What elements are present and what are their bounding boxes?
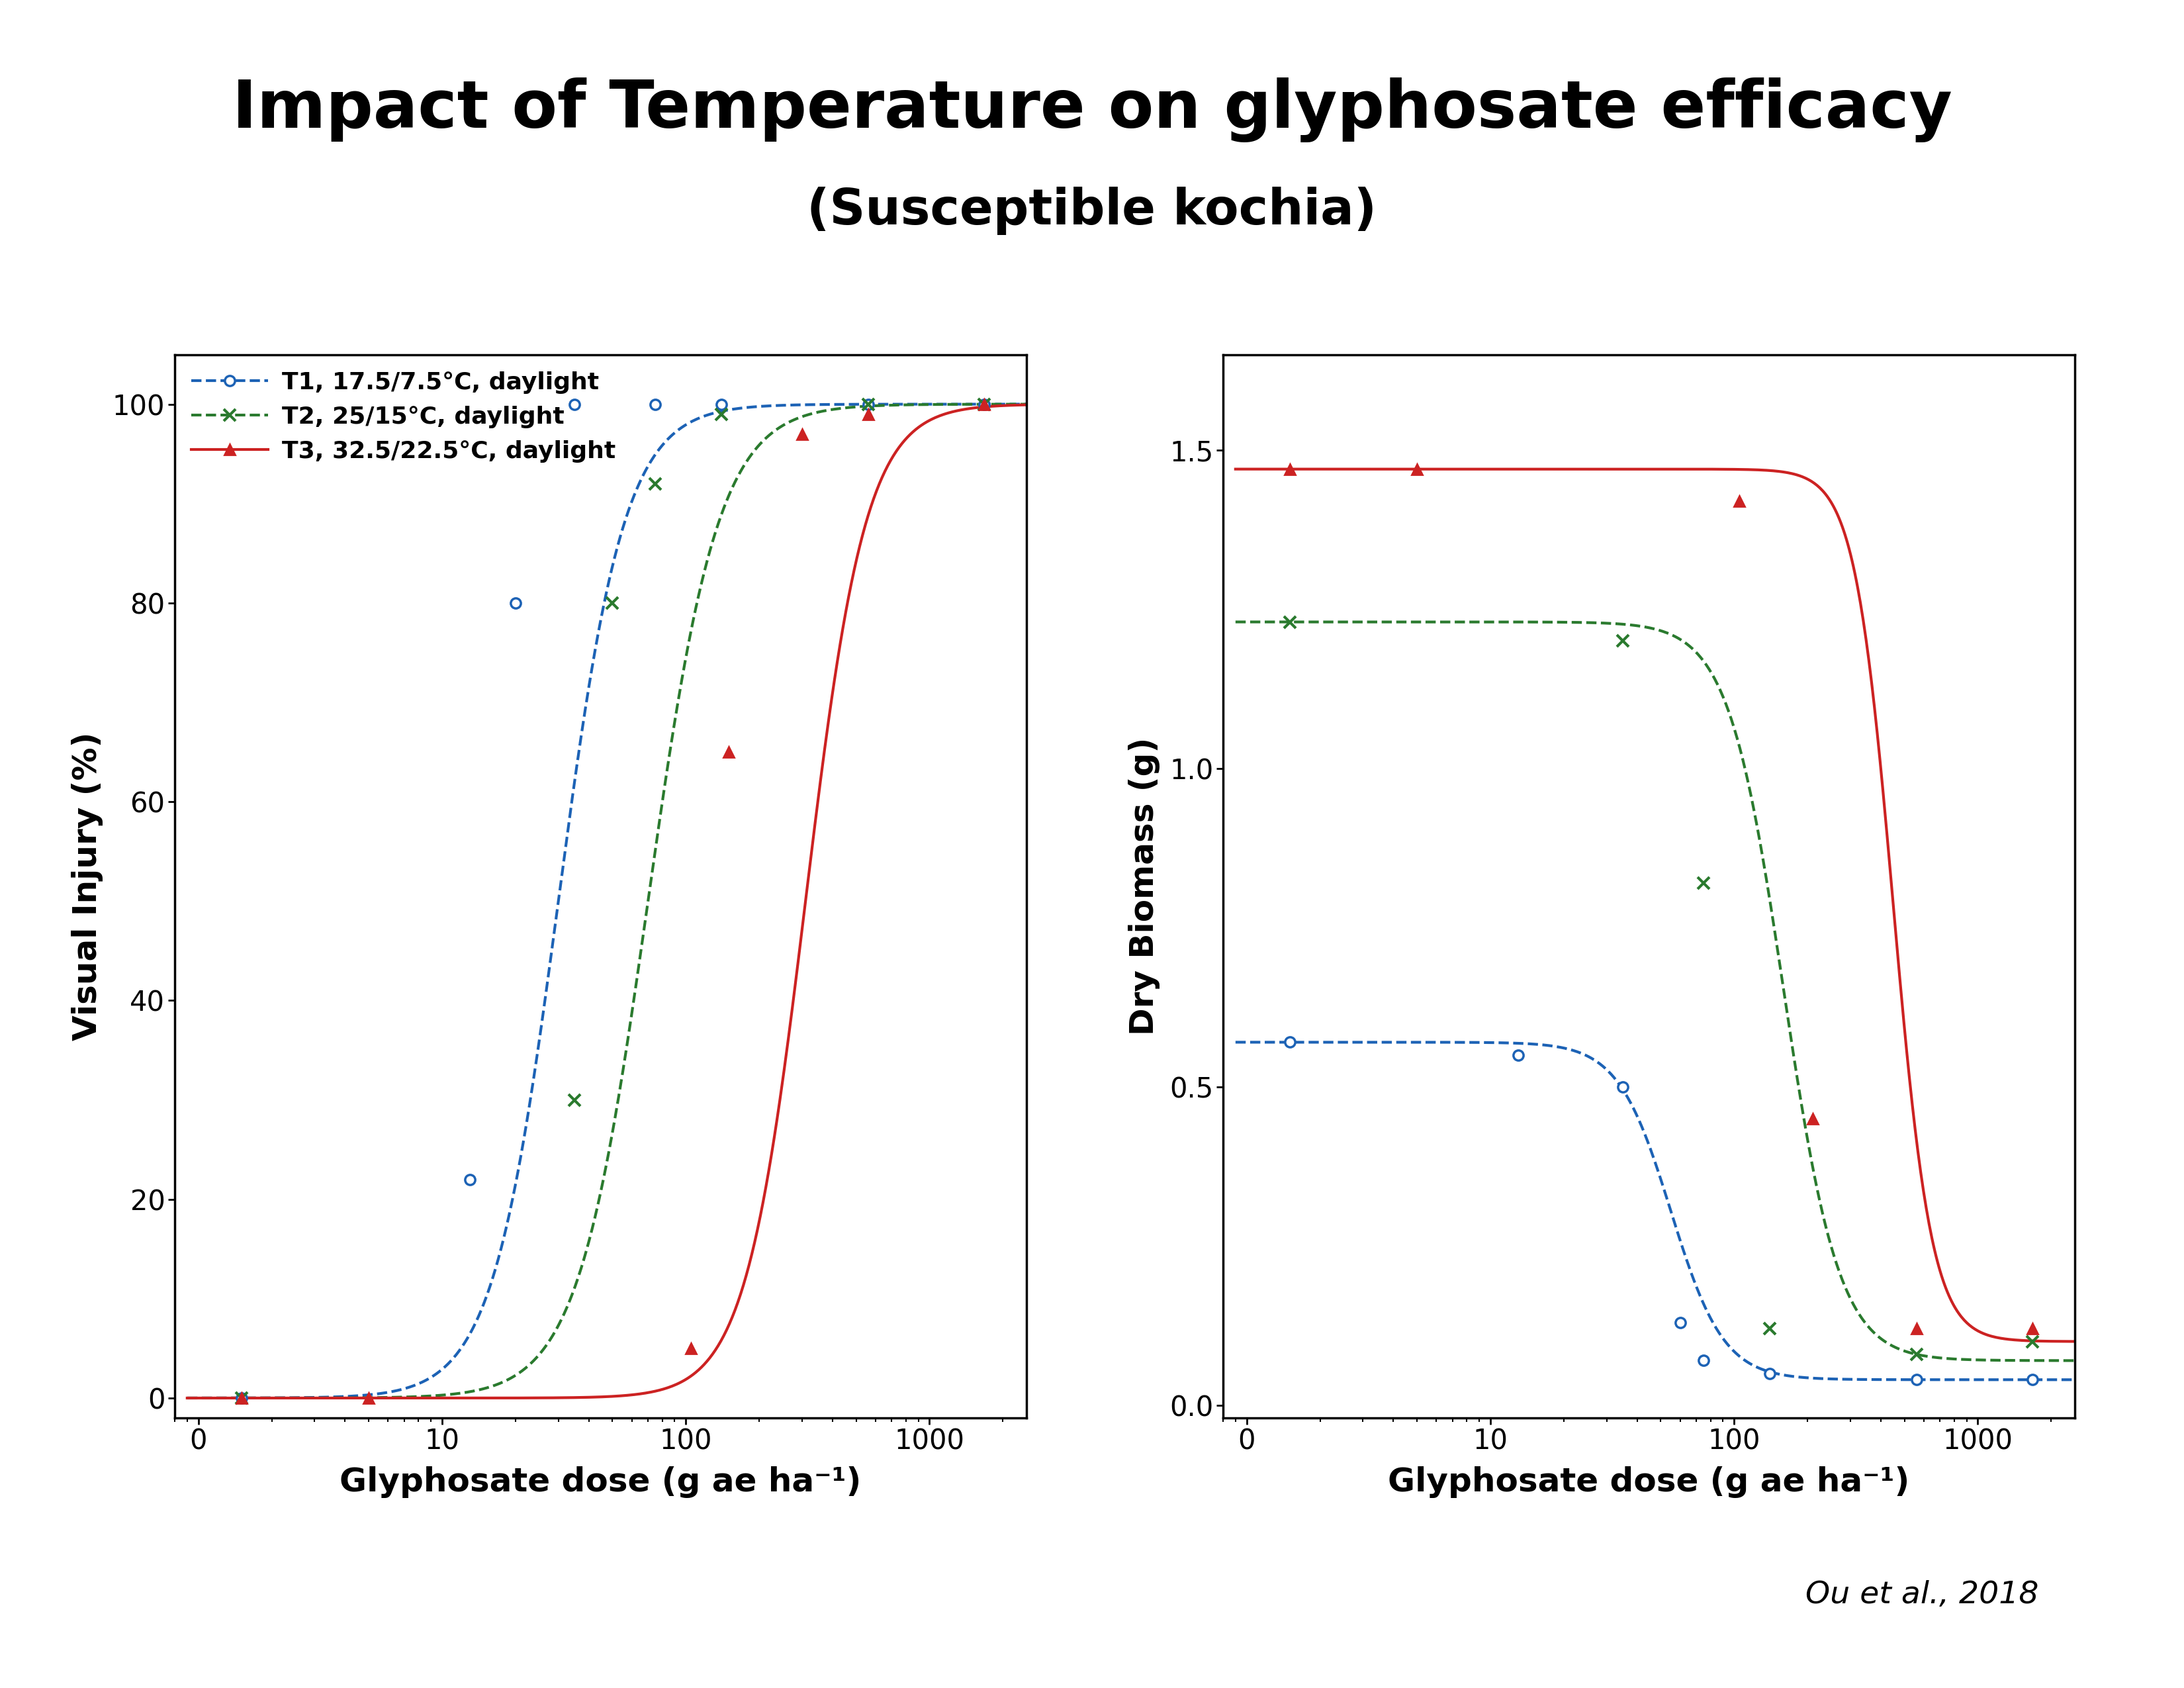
Y-axis label: Visual Injury (%): Visual Injury (%) — [72, 733, 103, 1040]
X-axis label: Glyphosate dose (g ae ha⁻¹): Glyphosate dose (g ae ha⁻¹) — [341, 1467, 860, 1499]
Text: Impact of Temperature on glyphosate efficacy: Impact of Temperature on glyphosate effi… — [232, 78, 1952, 142]
X-axis label: Glyphosate dose (g ae ha⁻¹): Glyphosate dose (g ae ha⁻¹) — [1389, 1467, 1909, 1499]
Text: (Susceptible kochia): (Susceptible kochia) — [808, 187, 1376, 235]
Y-axis label: Dry Biomass (g): Dry Biomass (g) — [1129, 738, 1160, 1035]
Text: Ou et al., 2018: Ou et al., 2018 — [1806, 1580, 2038, 1610]
Legend: T1, 17.5/7.5°C, daylight, T2, 25/15°C, daylight, T3, 32.5/22.5°C, daylight: T1, 17.5/7.5°C, daylight, T2, 25/15°C, d… — [181, 361, 625, 473]
